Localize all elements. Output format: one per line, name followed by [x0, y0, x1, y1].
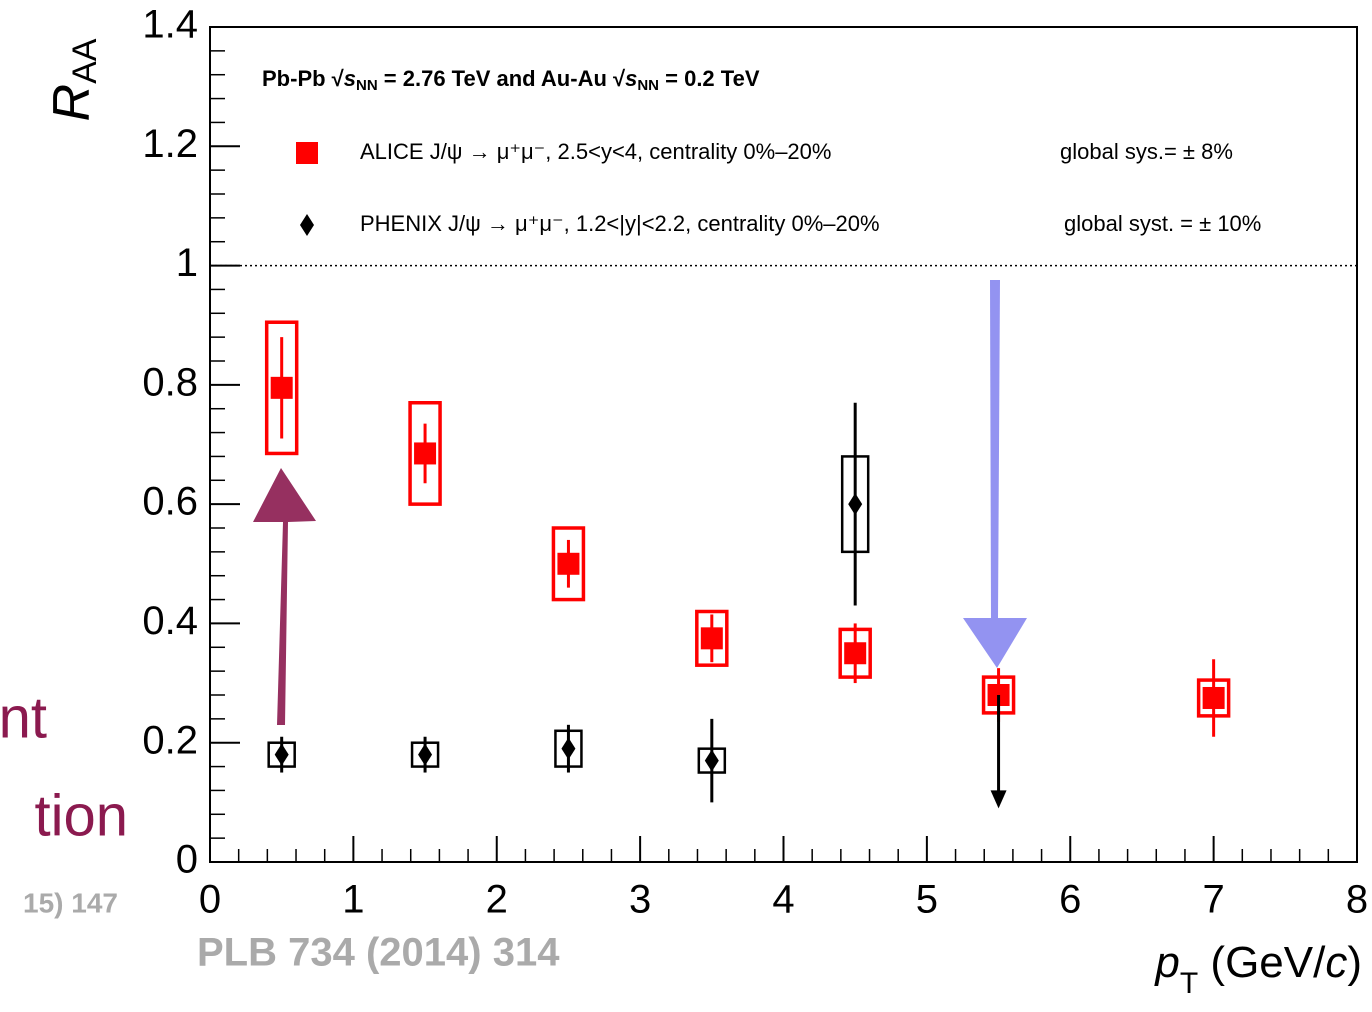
header-part: = 2.76 TeV and Au-Au: [378, 66, 613, 91]
header-part: Pb-Pb: [262, 66, 332, 91]
legend-label: PHENIX J/ψ → μ⁺μ⁻, 1.2<|y|<2.2, centrali…: [360, 211, 880, 236]
y-tick-label: 0.2: [142, 718, 198, 762]
marker: [700, 627, 723, 650]
header-part: √: [332, 66, 345, 91]
header-part: √: [613, 66, 626, 91]
sys-box: [264, 320, 299, 456]
marker: [1202, 686, 1225, 709]
header-part: = 0.2 TeV: [659, 66, 760, 91]
x-label-part: (GeV/: [1198, 938, 1326, 987]
header-part: NN: [637, 77, 659, 94]
x-tick-label: 2: [486, 878, 508, 922]
legend-label: ALICE J/ψ → μ⁺μ⁻, 2.5<y<4, centrality 0%…: [360, 139, 831, 164]
legend-marker: [296, 142, 318, 164]
marker: [274, 743, 289, 766]
y-tick-label: 0: [176, 838, 198, 882]
x-label-part: T: [1180, 967, 1198, 1000]
side-text: tion: [34, 783, 128, 848]
marker: [844, 642, 867, 665]
marker: [418, 743, 433, 766]
y-tick-label: 0.8: [142, 360, 198, 404]
y-tick-label: 1: [176, 241, 198, 285]
marker: [704, 749, 719, 772]
x-label-part: ): [1347, 938, 1362, 987]
x-tick-label: 0: [199, 878, 221, 922]
upper-limit-head: [990, 790, 1007, 809]
side-text: nt: [0, 685, 47, 750]
y-label-part: R: [43, 84, 101, 122]
x-tick-label: 6: [1059, 878, 1081, 922]
marker: [414, 442, 437, 465]
drawn-arrow: [253, 468, 316, 725]
x-tick-label: 3: [629, 878, 651, 922]
side-text: 15) 147: [23, 887, 118, 918]
header-part: NN: [356, 77, 378, 94]
y-tick-label: 0.4: [142, 599, 198, 643]
x-label-part: c: [1325, 938, 1347, 987]
legend-marker: [300, 214, 314, 236]
sys-box: [695, 609, 729, 667]
x-axis-label: pT (GeV/c): [1153, 938, 1362, 1000]
marker: [848, 493, 863, 516]
marker: [557, 552, 580, 575]
y-tick-label: 0.6: [142, 480, 198, 524]
marker: [561, 737, 576, 760]
legend-note: global syst. = ± 10%: [1064, 211, 1261, 236]
reference: PLB 734 (2014) 314: [197, 931, 560, 975]
legend-note: global sys.= ± 8%: [1060, 139, 1233, 164]
legend-header: Pb-Pb √sNN = 2.76 TeV and Au-Au √sNN = 0…: [262, 66, 760, 94]
y-tick-label: 1.4: [142, 3, 198, 47]
y-tick-label: 1.2: [142, 122, 198, 166]
marker: [270, 376, 293, 399]
x-label-part: p: [1153, 938, 1179, 987]
x-tick-label: 8: [1346, 878, 1368, 922]
header-part: s: [344, 66, 356, 91]
sys-box: [551, 526, 586, 602]
sys-box: [408, 401, 442, 506]
drawn-arrow: [963, 280, 1027, 668]
y-axis-label: RAA: [43, 38, 104, 121]
x-tick-label: 4: [772, 878, 794, 922]
x-tick-label: 5: [916, 878, 938, 922]
x-tick-label: 1: [342, 878, 364, 922]
x-tick-label: 7: [1203, 878, 1225, 922]
header-part: s: [625, 66, 637, 91]
y-label-part: AA: [66, 38, 104, 84]
